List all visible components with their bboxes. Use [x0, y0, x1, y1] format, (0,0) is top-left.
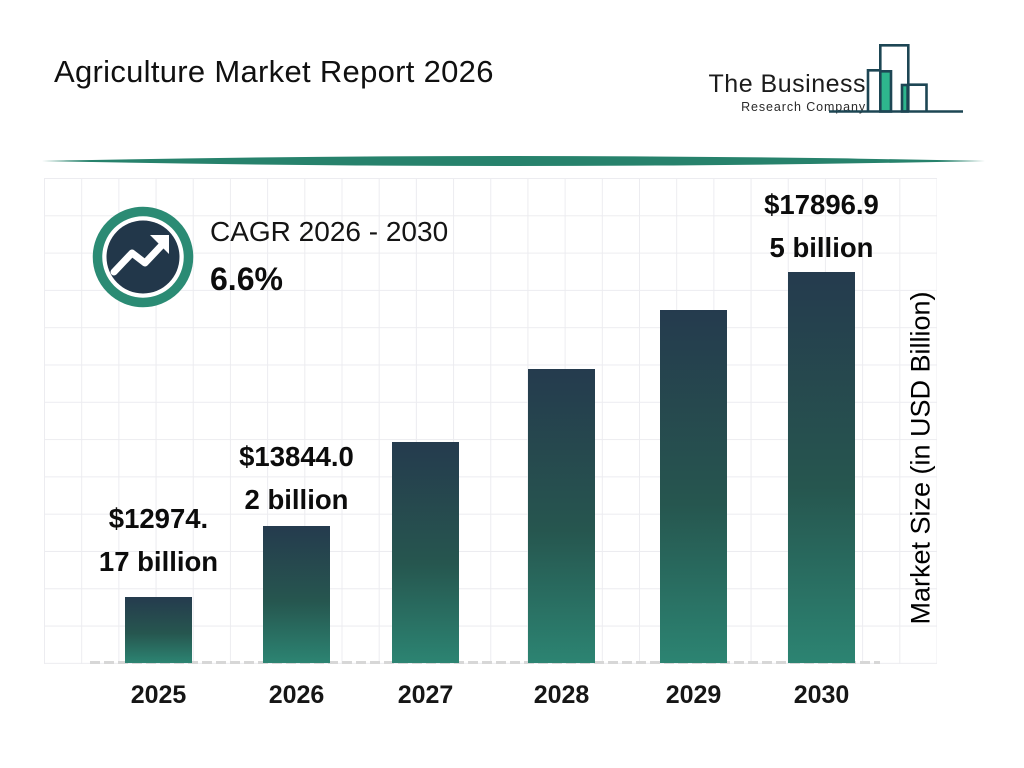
skyline-logo-icon [829, 44, 963, 113]
bar-2025 [125, 597, 192, 663]
x-tick-2028: 2028 [533, 681, 590, 709]
logo-company-name: The Business [708, 70, 866, 98]
value-label-line: 17 billion [98, 546, 219, 577]
trending-up-icon [92, 206, 194, 308]
x-tick-2029: 2029 [665, 681, 722, 709]
cagr-period-label: CAGR 2026 - 2030 [210, 216, 449, 247]
cagr-value: 6.6% [210, 261, 283, 297]
value-label-2025: $12974. 17 billion [39, 497, 279, 583]
x-tick-2030: 2030 [793, 681, 850, 709]
x-axis-baseline [90, 661, 880, 664]
bar-2029 [660, 310, 727, 663]
bar-2030 [788, 272, 855, 663]
value-label-2030: $17896.9 5 billion [702, 183, 942, 269]
value-label-2026: $13844.0 2 billion [177, 435, 417, 521]
value-label-line: $17896.9 [764, 189, 879, 220]
y-axis-label: Market Size (in USD Billion) [905, 291, 936, 625]
value-label-line: $13844.0 [239, 441, 354, 472]
header-divider [42, 156, 985, 166]
x-tick-2025: 2025 [130, 681, 187, 709]
x-tick-2027: 2027 [397, 681, 454, 709]
value-label-line: 2 billion [244, 484, 349, 515]
value-label-line: $12974. [108, 503, 209, 534]
x-tick-2026: 2026 [268, 681, 325, 709]
value-label-line: 5 billion [769, 232, 874, 263]
page-title: Agriculture Market Report 2026 [54, 54, 494, 89]
bar-2026 [263, 526, 330, 663]
bar-2027 [392, 442, 459, 663]
bar-2028 [528, 369, 595, 663]
